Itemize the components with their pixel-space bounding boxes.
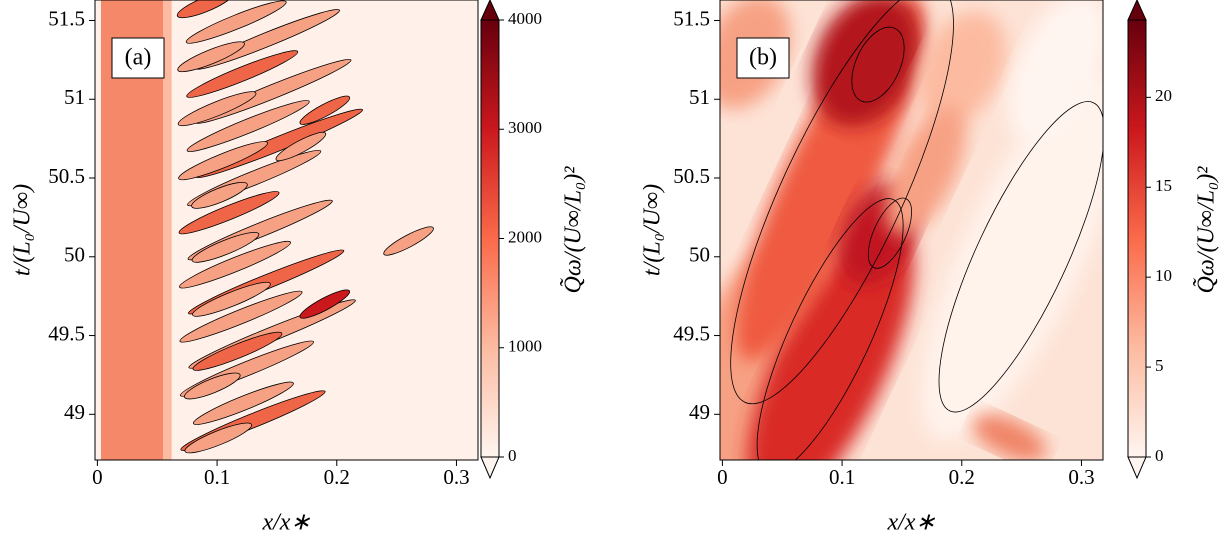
colorbar-extend-max: [1127, 0, 1147, 21]
field-streak: [192, 281, 271, 317]
y-tick-label: 49.5: [673, 321, 710, 345]
field-blob: [921, 73, 1103, 440]
field-contour: [851, 26, 905, 103]
colorbar-tick-label: 2000: [508, 227, 542, 246]
y-tick-label: 50: [689, 243, 710, 267]
field-streak: [186, 100, 310, 152]
field-blob: [1007, 0, 1103, 143]
y-tick-label: 50.5: [673, 164, 710, 188]
x-tick-label: 0: [717, 465, 728, 489]
field-strip: [163, 0, 172, 460]
y-tick-label: 51.5: [673, 6, 710, 30]
y-tick-label: 51: [689, 85, 710, 109]
field-spot: [299, 95, 351, 125]
colorbar: [480, 19, 500, 458]
colorbar-tick-label: 5: [1155, 356, 1164, 375]
contour-field: [720, 0, 1103, 460]
x-tick-label: 0.1: [829, 465, 855, 489]
x-tick-label: 0.1: [204, 465, 230, 489]
field-streak: [193, 381, 294, 425]
colorbar-label: Q̃ω/(U∞/L₀)²: [1192, 166, 1219, 294]
field-streak: [191, 231, 260, 263]
field-streak: [185, 0, 287, 44]
colorbar: [1127, 19, 1147, 458]
colorbar-tick-label: 15: [1155, 176, 1172, 195]
field-contour: [730, 0, 954, 405]
panel-label-box: [736, 37, 790, 79]
plot-frame: [94, 0, 479, 461]
x-axis-label: x/x∗: [886, 510, 935, 536]
y-tick-label: 51.5: [48, 6, 85, 30]
x-tick-label: 0.3: [443, 465, 469, 489]
plot-frame: [719, 0, 1104, 461]
field-blob: [746, 220, 915, 460]
y-tick-label: 50: [64, 243, 85, 267]
field-streak: [178, 191, 280, 235]
y-tick-label: 49: [689, 400, 710, 424]
field-blob: [885, 105, 967, 235]
y-tick-label: 50.5: [48, 164, 85, 188]
field-streak: [191, 181, 248, 209]
field-contour: [938, 101, 1103, 413]
colorbar-extend-max: [480, 0, 500, 21]
field-streak: [179, 290, 303, 343]
field-spot: [299, 289, 351, 319]
field-spot: [275, 131, 327, 162]
field-streak: [184, 372, 241, 400]
x-tick-label: 0: [92, 465, 103, 489]
field-spot: [383, 226, 434, 256]
field-blob: [811, 0, 921, 127]
colorbar-tick-label: 3000: [508, 118, 542, 137]
colorbar-tick-label: 0: [1155, 446, 1164, 465]
x-tick-label: 0.2: [324, 465, 350, 489]
panel-label-box: [111, 37, 165, 79]
y-tick-label: 49: [64, 400, 85, 424]
field-streak: [176, 0, 234, 19]
field-blob: [917, 10, 1007, 125]
x-tick-label: 0.2: [949, 465, 975, 489]
colorbar-tick-label: 0: [508, 446, 517, 465]
field-streak: [177, 91, 257, 127]
field-streak: [192, 331, 283, 371]
y-tick-label: 51: [64, 85, 85, 109]
y-axis-label: t/(L₀/U∞): [10, 184, 36, 276]
colorbar-tick-label: 1000: [508, 337, 542, 356]
field-streak: [177, 41, 245, 73]
field-contour: [756, 198, 904, 460]
panel-label: (b): [749, 45, 777, 71]
colorbar-tick-label: 4000: [508, 9, 542, 28]
colorbar-label: Q̃ω/(U∞/L₀)²: [559, 166, 586, 294]
panel-label: (a): [125, 45, 152, 71]
field-streak: [186, 50, 299, 98]
colorbar-extend-min: [480, 456, 500, 480]
y-axis-label: t/(L₀/U∞): [640, 184, 666, 276]
field-streak: [179, 240, 291, 289]
x-tick-label: 0.3: [1068, 465, 1094, 489]
field-blob: [972, 414, 1047, 460]
colorbar-tick-label: 20: [1155, 86, 1172, 105]
field-streak: [178, 141, 268, 181]
y-tick-label: 49.5: [48, 321, 85, 345]
colorbar-extend-min: [1127, 456, 1147, 480]
colorbar-tick-label: 10: [1155, 266, 1172, 285]
field-streak: [184, 422, 253, 454]
x-axis-label: x/x∗: [261, 510, 310, 536]
